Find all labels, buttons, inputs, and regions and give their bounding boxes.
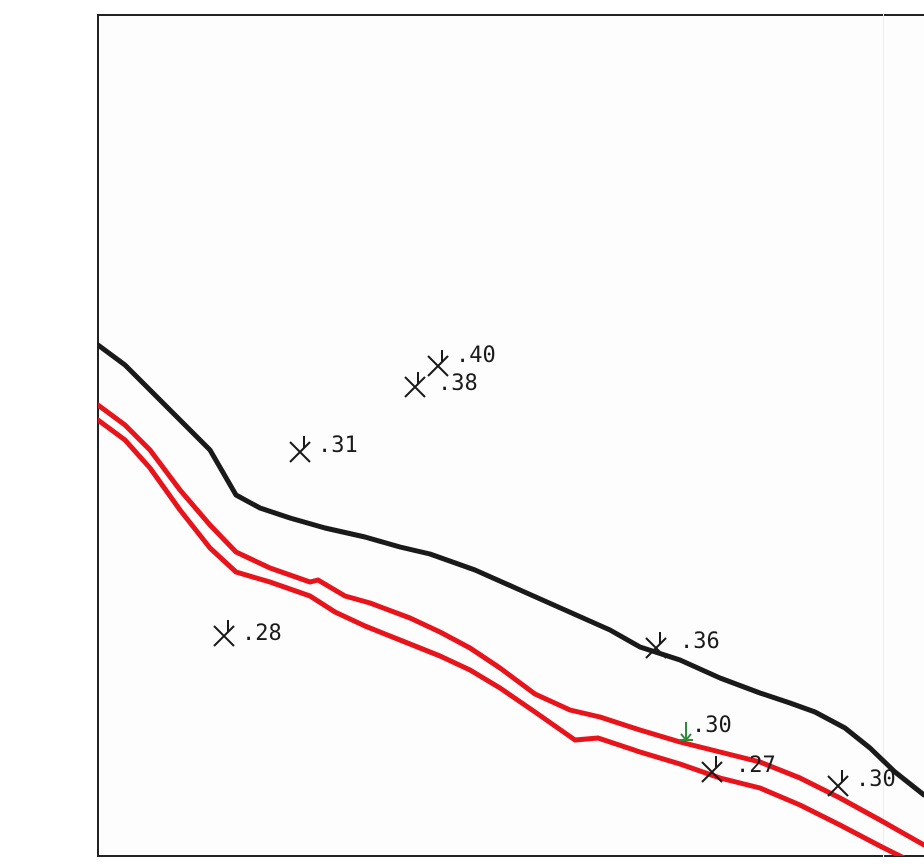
spot-height-36: .36	[645, 629, 720, 659]
spot-marker	[827, 770, 849, 797]
paper-fold-seam	[883, 14, 884, 857]
spot-marker	[701, 756, 723, 783]
spot-height-38: .38	[404, 371, 478, 398]
benchmark-arrow-icon	[679, 722, 693, 742]
red-line-lower	[98, 417, 906, 856]
spot-label: .40	[456, 343, 496, 368]
black-contour-line	[98, 342, 924, 798]
spot-label: .27	[736, 753, 776, 778]
spot-label: .30	[856, 767, 896, 792]
spot-height-27: .27	[701, 753, 776, 783]
spot-marker	[404, 372, 426, 398]
spot-height-31: .31	[289, 433, 358, 463]
spot-marker	[289, 436, 311, 463]
spot-marker	[427, 350, 449, 377]
spot-height-30-benchmark: .30	[679, 713, 732, 742]
spot-height-40: .40	[427, 343, 496, 377]
spot-marker	[645, 632, 667, 659]
map-frame	[97, 14, 924, 857]
spot-label: .36	[680, 629, 720, 654]
spot-label: .31	[318, 433, 358, 458]
spot-label: .30	[692, 713, 732, 738]
spot-height-30-edge: .30	[827, 767, 896, 797]
spot-label: .28	[242, 621, 282, 646]
spot-height-28: .28	[213, 620, 282, 647]
spot-label: .38	[438, 371, 478, 396]
spot-marker	[213, 620, 235, 647]
red-line-upper	[98, 402, 924, 848]
